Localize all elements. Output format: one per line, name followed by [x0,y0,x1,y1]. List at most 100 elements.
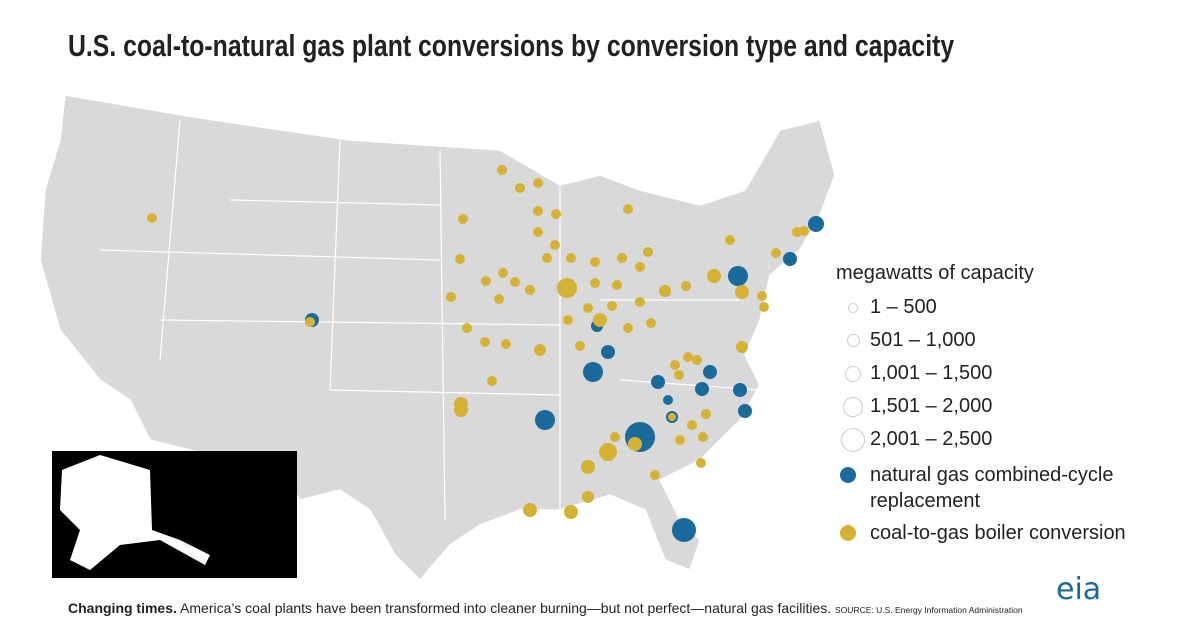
boiler-marker [735,285,749,299]
boiler-marker [557,278,577,298]
size-swatch [836,302,870,313]
boiler-marker [590,278,600,288]
boiler-marker [692,355,702,365]
boiler-marker [534,344,546,356]
ngcc-marker [703,365,717,379]
alaska [60,455,210,570]
size-circle [846,334,860,347]
boiler-marker [675,435,685,445]
boiler-marker [635,297,645,307]
ngcc-marker [583,362,603,382]
boiler-marker [147,213,157,223]
boiler-marker [643,247,653,257]
boiler-marker [670,360,680,370]
type-swatch [840,467,856,483]
boiler-marker [799,226,809,236]
caption-source: SOURCE: U.S. Energy Information Administ… [835,605,1023,615]
boiler-marker [582,491,594,503]
boiler-marker [575,341,585,351]
boiler-marker [566,253,576,263]
boiler-marker [455,254,465,264]
plant-markers [147,165,824,542]
boiler-marker [510,277,520,287]
boiler-marker [599,443,617,461]
type-row: natural gas combined-cycle replacement [836,462,1126,514]
boiler-marker [551,209,561,219]
ngcc-marker [651,375,665,389]
ngcc-marker [535,410,555,430]
ngcc-marker [601,345,615,359]
size-swatch [836,334,870,347]
size-row: 1,001 – 1,500 [836,357,1126,390]
boiler-marker [480,337,490,347]
boiler-marker [646,318,656,328]
boiler-marker [736,341,748,353]
caption-lead: Changing times. [68,600,177,616]
boiler-marker [610,432,620,442]
boiler-marker [542,253,552,263]
boiler-marker [533,227,543,237]
boiler-marker [581,460,595,474]
boiler-marker [623,323,633,333]
boiler-marker [462,323,472,333]
ngcc-marker [733,383,747,397]
boiler-marker [683,352,693,362]
boiler-marker [668,413,676,421]
size-swatch [836,396,870,417]
ngcc-marker [728,266,748,286]
boiler-marker [481,276,491,286]
size-label: 1,501 – 2,000 [870,395,993,417]
boiler-marker [550,240,560,250]
size-swatch [836,365,870,382]
ngcc-marker [663,395,673,405]
boiler-marker [525,285,535,295]
type-label: coal-to-gas boiler conversion [870,522,1126,544]
boiler-marker [635,262,645,272]
boiler-marker [612,280,622,290]
size-row: 1 – 500 [836,291,1126,324]
caption: Changing times. America’s coal plants ha… [68,597,1048,621]
boiler-marker [701,409,711,419]
boiler-marker [681,281,691,291]
boiler-marker [707,269,721,283]
boiler-marker [617,253,627,263]
size-circle [848,302,858,313]
boiler-marker [497,165,507,175]
size-label: 1 – 500 [870,296,937,318]
boiler-marker [583,303,593,313]
boiler-marker [454,403,468,417]
type-swatch [840,525,856,541]
boiler-marker [590,257,600,267]
size-row: 501 – 1,000 [836,324,1126,357]
boiler-marker [607,301,617,311]
boiler-marker [494,294,504,304]
size-circle [845,365,861,382]
ngcc-marker [783,252,797,266]
logo: eia [1056,572,1102,607]
boiler-marker [593,313,607,327]
size-circle [843,396,863,417]
boiler-marker [533,206,543,216]
legend-title: megawatts of capacity [836,262,1034,284]
boiler-marker [628,437,642,451]
boiler-marker [564,505,578,519]
boiler-marker [725,235,735,245]
ngcc-marker [738,404,752,418]
ngcc-marker [695,382,709,396]
size-row: 2,001 – 2,500 [836,423,1126,456]
ngcc-marker [808,216,824,232]
caption-text: America’s coal plants have been transfor… [180,600,832,616]
boiler-marker [487,376,497,386]
size-label: 501 – 1,000 [870,329,976,351]
boiler-marker [696,458,706,468]
boiler-marker [501,339,511,349]
boiler-marker [305,317,315,327]
size-label: 2,001 – 2,500 [870,428,993,450]
size-circle [841,427,865,452]
boiler-marker [759,302,769,312]
boiler-marker [650,470,660,480]
boiler-marker [757,291,767,301]
boiler-marker [659,285,671,297]
title: U.S. coal-to-natural gas plant conversio… [68,28,955,63]
state-lines [99,119,761,521]
